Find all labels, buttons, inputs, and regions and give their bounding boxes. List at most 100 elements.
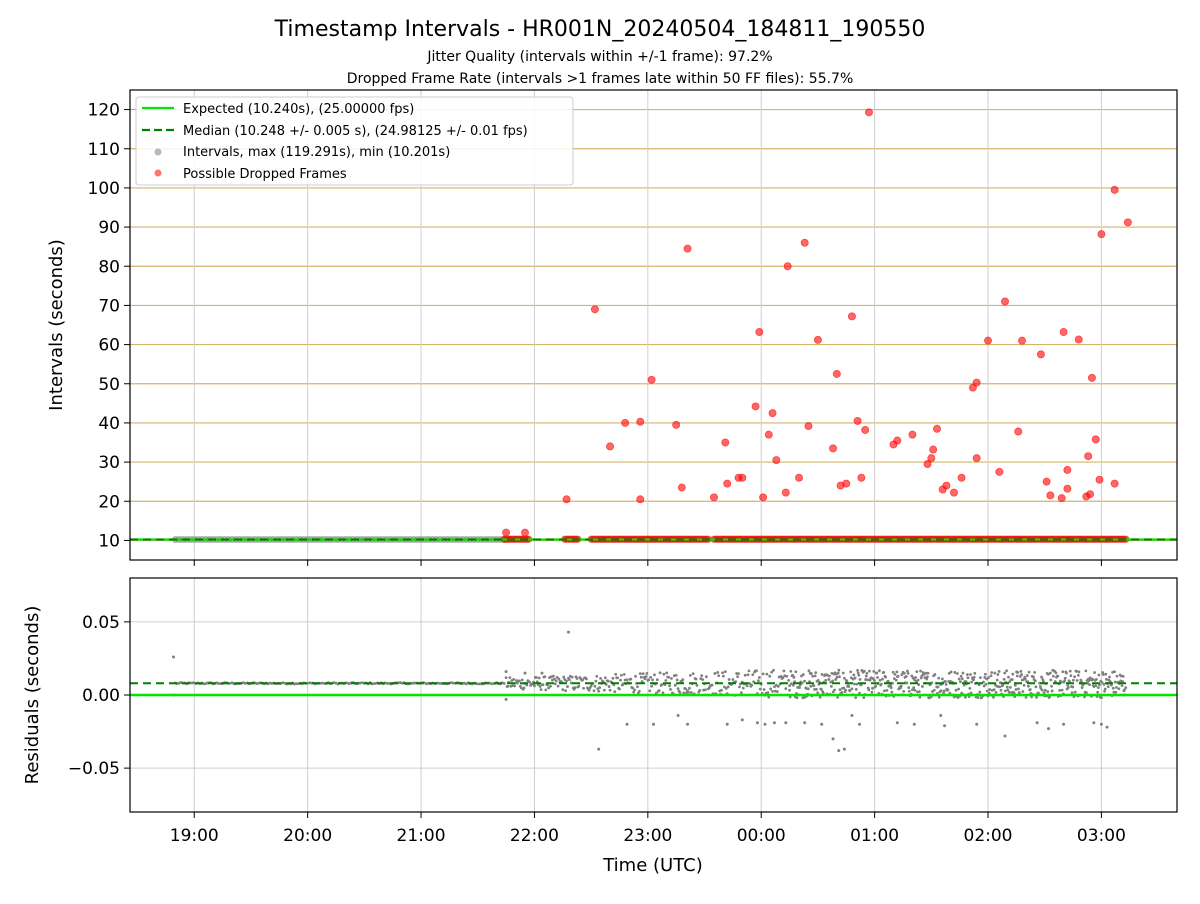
dropped-point xyxy=(637,496,644,503)
residual-point xyxy=(1121,684,1124,687)
dropped-point xyxy=(865,109,872,116)
residual-point xyxy=(875,672,878,675)
x-tick-label: 02:00 xyxy=(964,826,1013,846)
dropped-point xyxy=(606,443,613,450)
residual-point xyxy=(656,678,659,681)
dropped-point xyxy=(684,245,691,252)
residual-point xyxy=(757,679,760,682)
residual-point xyxy=(808,669,811,672)
dropped-point xyxy=(814,336,821,343)
dropped-point xyxy=(795,474,802,481)
residual-point xyxy=(690,691,693,694)
residual-point xyxy=(1075,670,1078,673)
dropped-point xyxy=(1001,298,1008,305)
residual-point xyxy=(950,670,953,673)
dropped-point xyxy=(648,376,655,383)
residual-point xyxy=(533,684,536,687)
residual-point xyxy=(668,685,671,688)
dropped-point xyxy=(782,489,789,496)
residual-point xyxy=(878,669,881,672)
residual-point xyxy=(577,685,580,688)
x-tick-label: 00:00 xyxy=(737,826,786,846)
dropped-point xyxy=(848,313,855,320)
residual-point xyxy=(1026,674,1029,677)
residual-point xyxy=(1049,672,1052,675)
residual-point xyxy=(843,677,846,680)
residual-point xyxy=(1035,685,1038,688)
residual-point xyxy=(1016,671,1019,674)
residual-point xyxy=(1077,674,1080,677)
dropped-point xyxy=(1111,186,1118,193)
dropped-point xyxy=(928,455,935,462)
residual-point xyxy=(1088,683,1091,686)
residual-point xyxy=(700,674,703,677)
residual-outlier-point xyxy=(943,724,946,727)
residual-point xyxy=(1107,685,1110,688)
dropped-point xyxy=(1096,476,1103,483)
legend-median-label: Median (10.248 +/- 0.005 s), (24.98125 +… xyxy=(183,124,528,139)
residual-point xyxy=(758,676,761,679)
residual-point xyxy=(937,677,940,680)
dropped-point xyxy=(958,474,965,481)
residual-point xyxy=(603,689,606,692)
residual-outlier-point xyxy=(896,721,899,724)
residual-point xyxy=(801,682,804,685)
residual-point xyxy=(1081,686,1084,689)
x-tick-label: 23:00 xyxy=(623,826,672,846)
residual-point xyxy=(853,683,856,686)
residual-outlier-point xyxy=(686,723,689,726)
residual-point xyxy=(887,680,890,683)
residual-point xyxy=(594,680,597,683)
residual-point xyxy=(597,690,600,693)
x-tick-label: 22:00 xyxy=(510,826,559,846)
residuals-y-tick-label: 0.05 xyxy=(82,613,120,633)
residual-point xyxy=(960,675,963,678)
residual-point xyxy=(990,674,993,677)
residual-point xyxy=(1096,691,1099,694)
dropped-point xyxy=(710,494,717,501)
intervals-y-tick-label: 40 xyxy=(98,414,120,434)
dropped-point xyxy=(1037,351,1044,358)
dropped-point xyxy=(637,418,644,425)
residual-point xyxy=(851,687,854,690)
legend-dropped-label: Possible Dropped Frames xyxy=(183,167,347,182)
residual-point xyxy=(892,671,895,674)
residual-point xyxy=(638,690,641,693)
residual-point xyxy=(1072,679,1075,682)
residual-outlier-point xyxy=(741,718,744,721)
residual-point xyxy=(647,678,650,681)
dropped-point xyxy=(784,263,791,270)
residual-point xyxy=(880,683,883,686)
residual-point xyxy=(714,672,717,675)
dropped-point xyxy=(622,419,629,426)
residual-point xyxy=(807,687,810,690)
x-tick-label: 20:00 xyxy=(283,826,332,846)
residual-point xyxy=(1067,686,1070,689)
residual-point xyxy=(676,679,679,682)
residual-point xyxy=(759,688,762,691)
residual-point xyxy=(679,691,682,694)
residual-point xyxy=(562,676,565,679)
residual-point xyxy=(1003,672,1006,675)
residual-point xyxy=(766,691,769,694)
residual-point xyxy=(571,676,574,679)
residual-point xyxy=(538,677,541,680)
residual-point xyxy=(868,670,871,673)
residual-point xyxy=(866,678,869,681)
residual-point xyxy=(1046,690,1049,693)
residual-point xyxy=(881,678,884,681)
residual-outlier-point xyxy=(858,723,861,726)
intervals-y-tick-label: 110 xyxy=(88,140,120,160)
residual-outlier-point xyxy=(523,672,526,675)
residual-point xyxy=(862,696,865,699)
residual-point xyxy=(1115,686,1118,689)
residual-point xyxy=(667,676,670,679)
residual-point xyxy=(677,687,680,690)
residual-point xyxy=(724,670,727,673)
residual-outlier-point xyxy=(773,721,776,724)
residual-outlier-point xyxy=(756,721,759,724)
dropped-point xyxy=(854,417,861,424)
residual-point xyxy=(777,685,780,688)
residual-point xyxy=(566,685,569,688)
residual-point xyxy=(967,676,970,679)
